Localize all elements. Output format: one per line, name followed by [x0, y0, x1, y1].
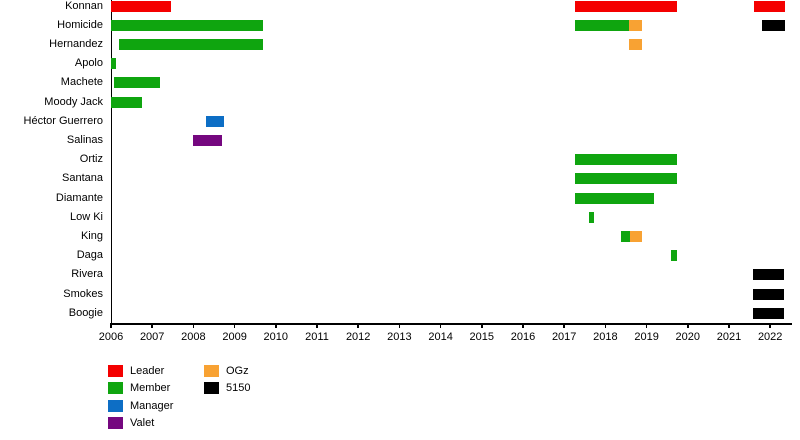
x-axis-tick [233, 323, 236, 328]
row-label-ortiz: Ortiz [79, 153, 103, 166]
timeline-bar [752, 269, 784, 281]
x-axis-tick-label: 2022 [757, 331, 783, 343]
x-axis-tick-label: 2009 [222, 331, 247, 343]
legend-swatch-manager [108, 399, 123, 412]
legend-label-manager: Manager [130, 399, 174, 412]
row-label-king: King [80, 229, 103, 242]
x-axis-line [110, 323, 792, 325]
timeline-bar [205, 115, 224, 127]
row-label-daga: Daga [76, 249, 103, 262]
timeline-bar [574, 0, 677, 12]
x-axis-tick-label: 2006 [98, 331, 124, 343]
timeline-bar [574, 154, 677, 166]
timeline-bar [588, 211, 594, 223]
timeline-bar [671, 250, 677, 262]
legend-label-leader: Leader [130, 365, 165, 377]
x-axis-tick [110, 323, 112, 328]
x-axis-tick-label: 2014 [428, 331, 453, 343]
legend-swatch-5150 [204, 382, 219, 395]
x-axis-tick-label: 2012 [345, 331, 371, 343]
x-axis-tick-label: 2010 [263, 331, 289, 343]
x-axis-tick-label: 2020 [675, 331, 701, 343]
row-label-low-ki: Low Ki [69, 210, 103, 223]
timeline-bar [620, 230, 631, 242]
x-axis-tick-label: 2013 [387, 331, 412, 343]
legend-swatch-member [108, 382, 123, 395]
legend-label-valet: Valet [130, 416, 155, 429]
legend-label-member: Member [130, 382, 171, 395]
legend-swatch-valet [108, 416, 123, 429]
x-axis-tick [563, 323, 565, 328]
timeline-bar [111, 19, 264, 31]
x-axis-tick-label: 2008 [181, 331, 206, 343]
timeline-bar [752, 307, 784, 319]
timeline-bar [628, 19, 642, 31]
timeline-bar [113, 77, 161, 89]
x-axis-tick-label: 2019 [634, 331, 659, 343]
legend-swatch-leader [108, 365, 123, 377]
timeline-bar [752, 288, 784, 300]
row-label-apolo: Apolo [74, 57, 103, 70]
x-axis-tick-label: 2021 [716, 331, 742, 343]
row-label-santana: Santana [62, 172, 103, 185]
x-axis-tick [687, 323, 689, 328]
legend-swatch-ogz [204, 365, 219, 377]
x-axis-tick [728, 323, 730, 328]
x-axis-tick [604, 323, 607, 328]
timeline-bar [193, 134, 223, 146]
x-axis-tick [316, 323, 318, 328]
timeline-bar [630, 230, 642, 242]
x-axis-tick [439, 323, 442, 328]
timeline-bar [111, 96, 142, 108]
timeline-bar [574, 192, 655, 204]
timeline-bar [111, 0, 171, 12]
x-axis-tick [645, 323, 648, 328]
legend-label-ogz: OGz [226, 365, 249, 377]
timeline-bar [753, 0, 785, 12]
x-axis-tick [481, 323, 483, 328]
x-axis-tick [151, 323, 153, 328]
row-label-machete: Machete [60, 76, 103, 89]
timeline-bar [628, 38, 642, 50]
x-axis-tick-label: 2015 [469, 331, 495, 343]
row-label-hernandez: Hernandez [49, 37, 103, 50]
row-label-salinas: Salinas [66, 133, 103, 146]
timeline-bar [111, 58, 116, 70]
row-label-konnan: Konnan [65, 0, 103, 12]
timeline-bar [574, 173, 677, 185]
x-axis-tick [769, 323, 771, 328]
row-label-homicide: Homicide [57, 18, 103, 31]
x-axis-tick [275, 323, 277, 328]
row-label-moody-jack: Moody Jack [44, 95, 103, 108]
x-axis-tick [522, 323, 524, 328]
legend-label-5150: 5150 [226, 382, 251, 395]
row-label-h-ctor-guerrero: Héctor Guerrero [23, 114, 103, 127]
x-axis-tick [192, 323, 195, 328]
timeline-bar [574, 19, 629, 31]
row-label-rivera: Rivera [71, 268, 103, 281]
x-axis-tick [398, 323, 401, 328]
x-axis-tick [357, 323, 359, 328]
timeline-bar [761, 19, 785, 31]
row-label-boogie: Boogie [68, 306, 103, 319]
row-label-smokes: Smokes [63, 287, 103, 300]
x-axis-tick-label: 2007 [139, 331, 165, 343]
row-label-diamante: Diamante [55, 191, 103, 204]
x-axis-tick-label: 2017 [551, 331, 577, 343]
x-axis-tick-label: 2016 [510, 331, 536, 343]
timeline-bar [119, 38, 264, 50]
x-axis-tick-label: 2018 [593, 331, 618, 343]
x-axis-tick-label: 2011 [305, 331, 329, 343]
y-axis-line [110, 0, 112, 324]
